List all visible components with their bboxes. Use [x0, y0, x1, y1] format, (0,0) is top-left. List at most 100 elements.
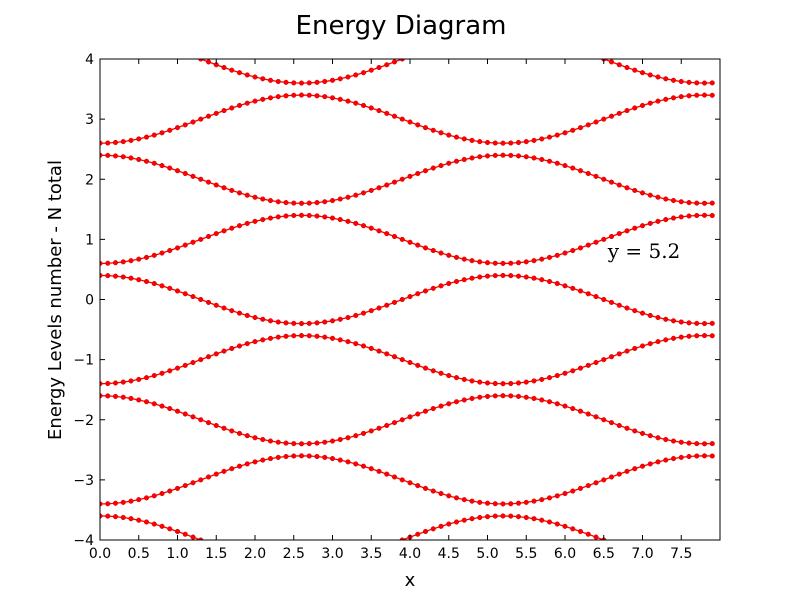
data-point	[701, 453, 708, 459]
data-point	[570, 526, 576, 532]
data-point	[391, 179, 398, 185]
data-point	[554, 281, 560, 287]
x-tick-label: 6.5	[593, 546, 615, 562]
data-point	[198, 176, 204, 182]
data-point	[353, 72, 359, 78]
data-point	[686, 79, 692, 85]
data-point	[368, 187, 374, 193]
data-point	[477, 154, 483, 160]
data-point	[151, 132, 157, 138]
data-point	[151, 493, 157, 499]
data-point	[453, 495, 460, 501]
data-point	[399, 296, 405, 303]
data-point	[368, 105, 374, 111]
data-point	[670, 198, 677, 204]
data-point	[701, 80, 708, 86]
data-point	[391, 420, 398, 426]
data-point	[236, 190, 243, 196]
data-point	[593, 359, 599, 366]
data-point	[639, 310, 646, 316]
data-point	[299, 562, 304, 567]
data-point	[709, 200, 715, 206]
data-point	[136, 497, 142, 503]
data-point	[229, 466, 235, 472]
data-point	[283, 200, 289, 206]
data-point	[136, 256, 142, 262]
data-point	[586, 51, 591, 56]
data-point	[105, 513, 111, 519]
data-point	[260, 217, 266, 223]
data-point	[314, 213, 320, 219]
data-point	[585, 483, 591, 489]
data-point	[314, 333, 320, 339]
data-point	[422, 168, 429, 174]
data-point	[120, 154, 126, 160]
data-point	[159, 403, 165, 409]
data-point	[298, 80, 305, 86]
data-point	[298, 333, 305, 339]
data-point	[159, 490, 165, 497]
data-point	[151, 401, 157, 407]
data-point	[268, 559, 273, 564]
data-point	[407, 480, 413, 486]
data-point	[244, 192, 250, 198]
data-point	[546, 158, 553, 164]
data-point	[167, 368, 173, 374]
data-point	[539, 277, 545, 283]
data-point	[709, 92, 715, 98]
data-point	[190, 414, 196, 420]
data-point	[531, 155, 537, 161]
data-point	[267, 335, 274, 341]
data-point	[283, 93, 289, 99]
data-point	[315, 561, 320, 566]
data-point	[252, 435, 258, 441]
data-point	[694, 80, 700, 86]
data-point	[663, 436, 669, 443]
data-point	[477, 514, 483, 521]
data-point	[500, 272, 506, 279]
data-point	[283, 453, 289, 460]
data-point	[639, 190, 646, 196]
data-point	[399, 236, 405, 242]
data-point	[469, 395, 475, 402]
data-point	[100, 393, 103, 399]
data-point	[415, 242, 421, 248]
data-point	[252, 194, 258, 200]
data-point	[267, 95, 274, 101]
data-point	[446, 493, 452, 499]
data-point	[577, 125, 584, 131]
data-point	[678, 454, 684, 460]
data-point	[384, 543, 389, 548]
data-point	[624, 468, 630, 474]
data-point	[694, 562, 699, 567]
data-point	[190, 534, 196, 540]
data-point	[121, 34, 126, 39]
x-tick-label: 2.5	[283, 546, 305, 562]
data-point	[554, 373, 560, 379]
data-point	[484, 139, 491, 146]
data-point	[492, 152, 498, 158]
data-point	[577, 168, 584, 174]
data-point	[670, 215, 677, 221]
data-point	[647, 341, 653, 347]
data-point	[221, 348, 227, 354]
data-point	[298, 453, 305, 459]
data-point	[384, 231, 390, 237]
data-point	[701, 333, 708, 339]
data-point	[100, 272, 103, 278]
data-point	[205, 420, 212, 426]
data-point	[585, 531, 591, 537]
band-series-0	[100, 272, 715, 327]
data-point	[236, 343, 243, 349]
data-point	[399, 357, 405, 363]
data-point	[655, 314, 661, 321]
data-point	[461, 517, 467, 523]
data-point	[345, 435, 351, 441]
data-point	[554, 401, 560, 407]
data-point	[205, 233, 212, 240]
data-point	[376, 108, 382, 114]
data-point	[353, 312, 359, 319]
data-point	[100, 152, 103, 158]
data-point	[601, 296, 607, 303]
data-point	[423, 48, 428, 53]
